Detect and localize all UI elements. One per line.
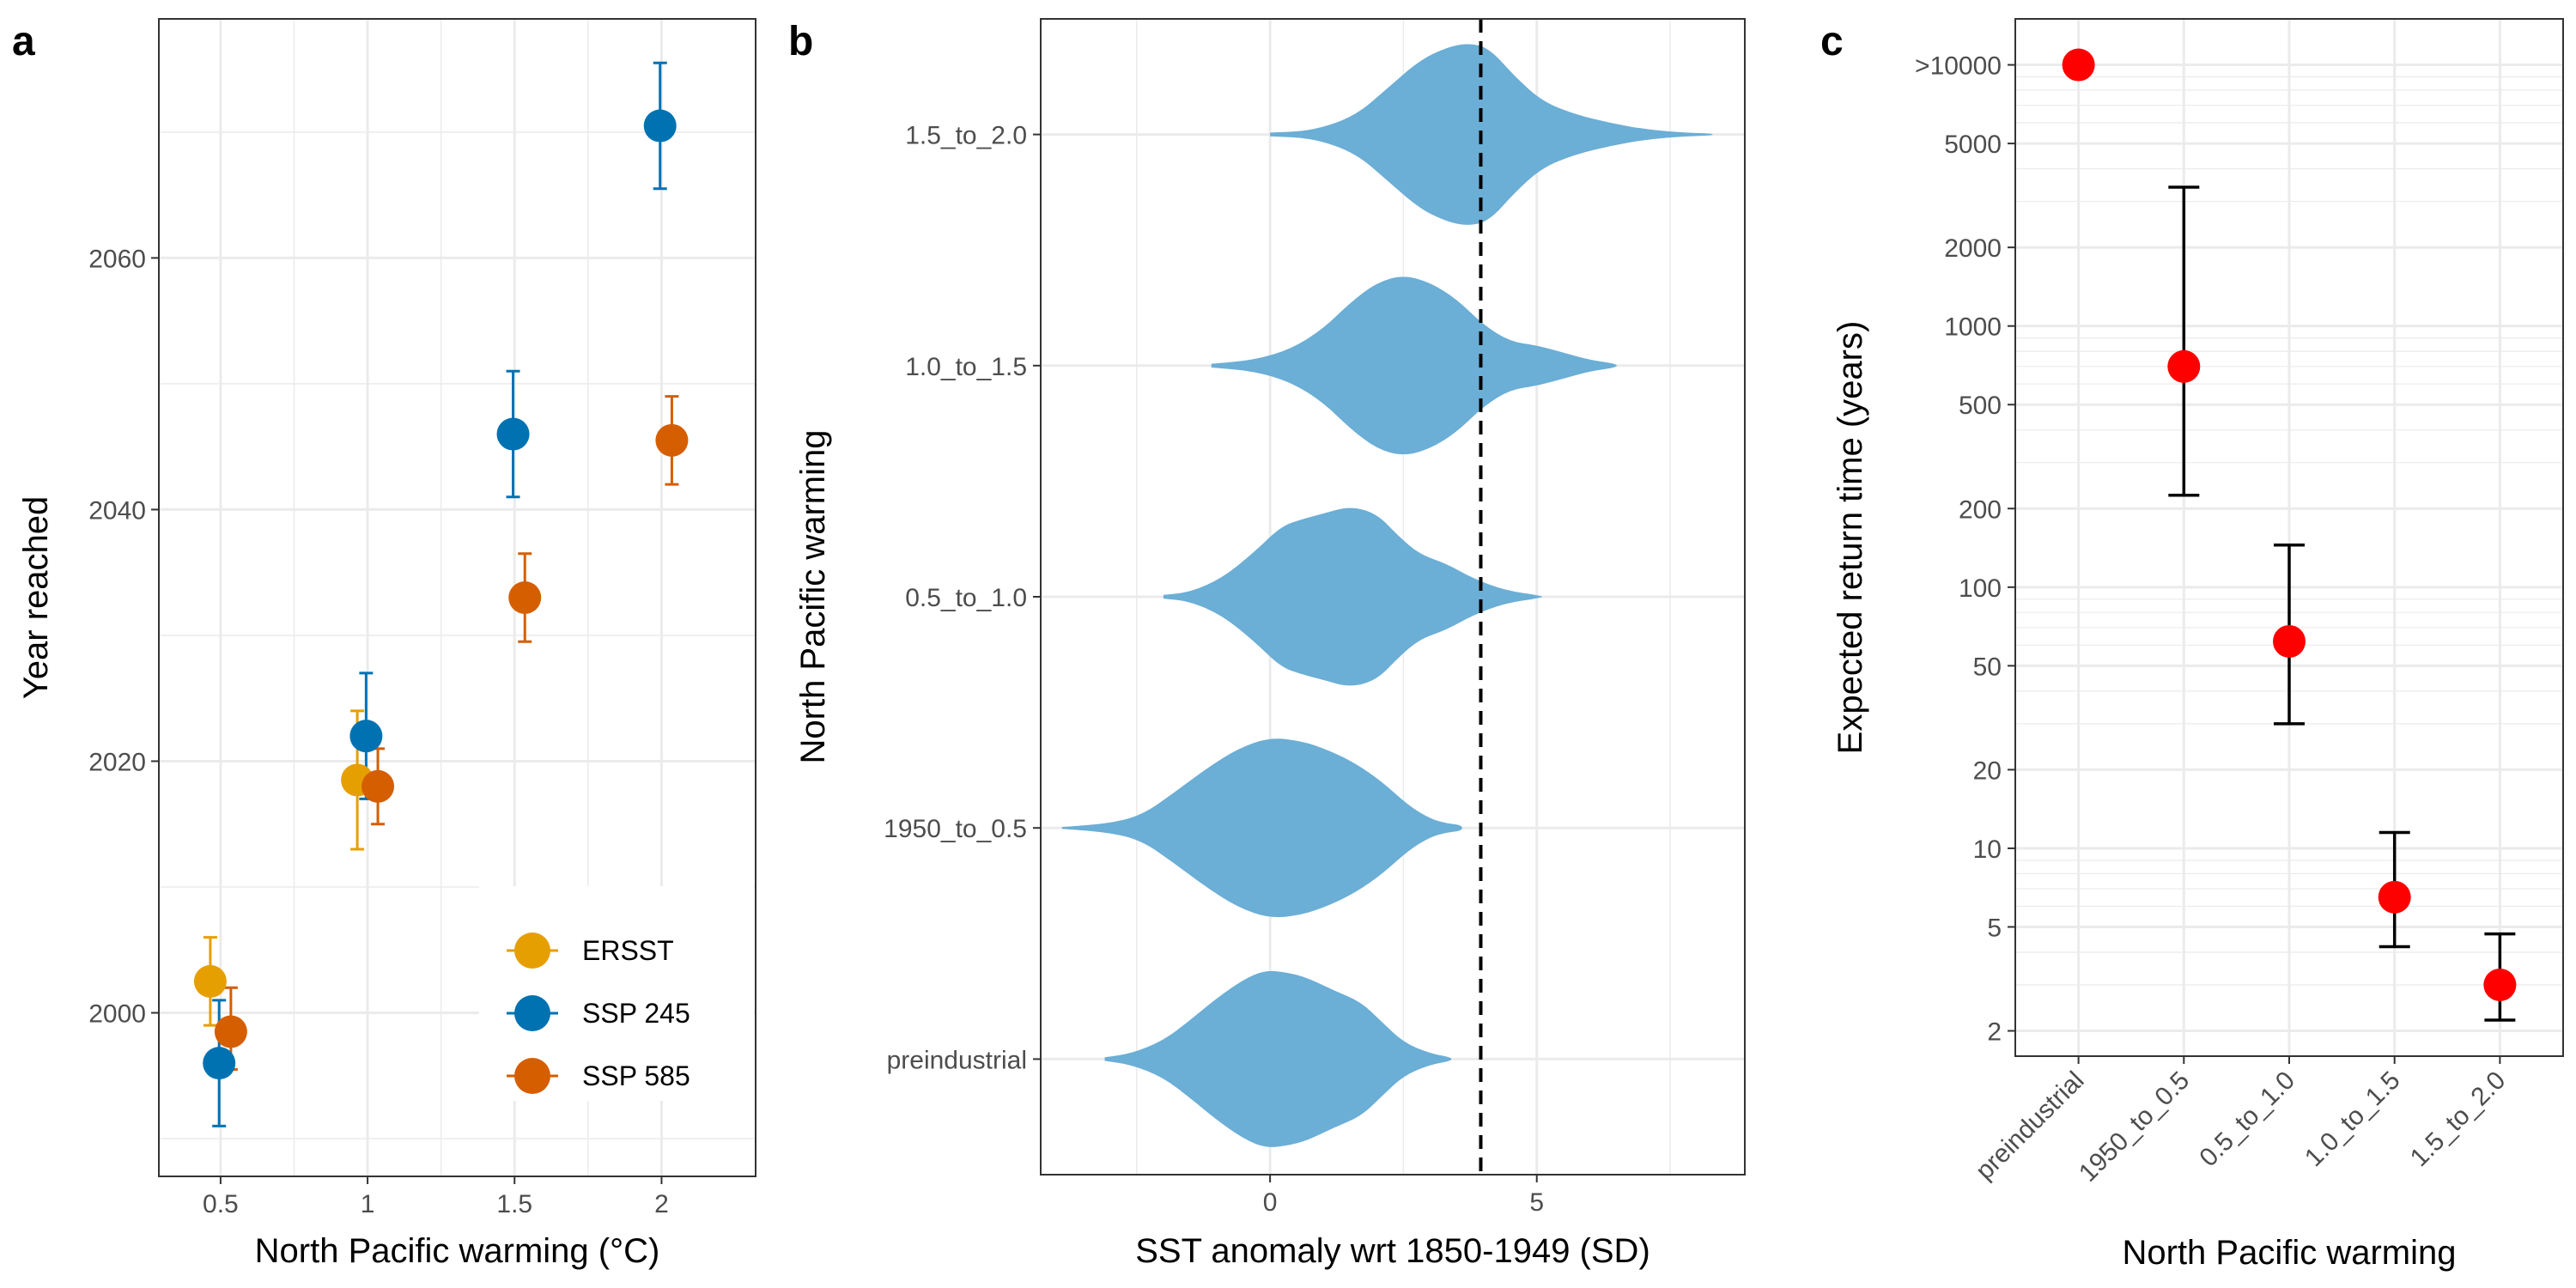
- panel-a-y-axis-title: Year reached: [17, 496, 55, 699]
- y-tick-label: 2040: [88, 496, 146, 525]
- y-tick-label: 5000: [1944, 131, 2002, 159]
- y-tick-label: 2000: [88, 1000, 146, 1029]
- y-tick-label: 1950_to_0.5: [884, 815, 1027, 843]
- panel-label-a: a: [12, 19, 35, 64]
- panel-b-y-ticks: preindustrial 1950_to_0.5 0.5_to_1.0 1.0_to…: [884, 122, 1041, 1074]
- point-ersst: [193, 964, 227, 998]
- legend-label-ersst: ERSST: [582, 935, 674, 966]
- y-tick-label: 1000: [1944, 313, 2002, 342]
- y-tick-label: 2000: [1944, 234, 2002, 263]
- x-tick-label: 1950_to_0.5: [2074, 1066, 2195, 1188]
- violin-1950-to-0-5: [1061, 738, 1462, 918]
- panel-c-y-ticks: 2 5 10 20 50 100 200 500 1000 2000 5000 >10000: [1915, 52, 2015, 1047]
- point-preindustrial: [2062, 48, 2095, 82]
- panel-c-points: [2062, 48, 2517, 1001]
- y-tick-label: 0.5_to_1.0: [905, 584, 1027, 612]
- point-ssp-585: [214, 1015, 247, 1048]
- panel-c-grid: [2015, 19, 2563, 1056]
- x-tick-label: 1.5_to_2.0: [2405, 1066, 2512, 1173]
- y-tick-label: 20: [1973, 756, 2002, 785]
- y-tick-label: 200: [1959, 495, 2002, 524]
- panel-label-b: b: [788, 19, 813, 64]
- violin-0-5-to-1-0: [1163, 507, 1542, 686]
- legend-item-ersst: ERSST: [507, 933, 674, 969]
- panel-a-border: [158, 18, 756, 1177]
- panel-b-violins: [1061, 44, 1713, 1147]
- panel-label-c: c: [1820, 19, 1844, 64]
- x-tick-label: 5: [1529, 1188, 1544, 1217]
- legend-item-ssp245: SSP 245: [507, 995, 690, 1031]
- point-1-5-to-2-0: [2483, 968, 2517, 1001]
- panel-b-y-axis-title: North Pacific warming: [794, 429, 832, 763]
- legend-item-ssp585: SSP 585: [507, 1058, 690, 1094]
- y-tick-label: 5: [1987, 914, 2002, 943]
- x-tick-label: 1.0_to_1.5: [2300, 1066, 2406, 1173]
- panel-a-grid: [159, 19, 756, 1176]
- violin-1-5-to-2-0: [1270, 44, 1713, 225]
- y-tick-label: 100: [1959, 574, 2002, 603]
- y-tick-label: 2: [1987, 1018, 2002, 1047]
- y-tick-label: >10000: [1915, 52, 2002, 81]
- legend-swatch-ssp585: [514, 1058, 550, 1094]
- panel-b-x-axis-title: SST anomaly wrt 1850-1949 (SD): [1135, 1232, 1650, 1270]
- panel-c-x-axis-title: North Pacific warming: [2122, 1234, 2456, 1272]
- point-1-0-to-1-5: [2378, 880, 2411, 914]
- legend-swatch-ssp245: [514, 995, 550, 1031]
- panel-c-y-axis-title: Expected return time (years): [1832, 321, 1869, 755]
- point-ssp-585: [655, 423, 689, 457]
- point-0-5-to-1-0: [2273, 624, 2306, 658]
- y-tick-label: 50: [1973, 653, 2002, 681]
- x-tick-label: 0.5_to_1.0: [2194, 1066, 2300, 1173]
- point-ssp-245: [643, 109, 677, 143]
- y-tick-label: 10: [1973, 835, 2002, 864]
- y-tick-label: 500: [1959, 392, 2002, 420]
- legend-swatch-ersst: [514, 933, 550, 969]
- panel-a: 0.5 1 1.5 2 2000 2020 2040 2060 North Pacific …: [17, 18, 756, 1270]
- y-tick-label: 2020: [88, 748, 146, 776]
- x-tick-label: 2: [654, 1190, 669, 1218]
- point-1950-to-0-5: [2167, 349, 2201, 383]
- x-tick-label: 1: [361, 1190, 375, 1218]
- point-ssp-245: [203, 1047, 236, 1080]
- legend: ERSST SSP 245 SSP 585: [479, 886, 754, 1101]
- x-tick-label: preindustrial: [1971, 1066, 2090, 1186]
- panel-a-x-axis-title: North Pacific warming (°C): [255, 1232, 660, 1270]
- legend-label-ssp245: SSP 245: [582, 998, 690, 1029]
- error-bar-1950-to-0-5: [2168, 185, 2200, 497]
- y-tick-label: 1.5_to_2.0: [905, 122, 1027, 150]
- panel-a-x-ticks: 0.5 1 1.5 2: [203, 1176, 669, 1218]
- violin-preindustrial: [1104, 970, 1452, 1147]
- y-tick-label: 2060: [88, 245, 146, 273]
- x-tick-label: 0.5: [203, 1190, 239, 1218]
- y-tick-label: preindustrial: [887, 1046, 1027, 1074]
- panel-a-y-ticks: 2000 2020 2040 2060: [88, 245, 159, 1029]
- point-ssp-245: [349, 720, 383, 753]
- panel-a-points: [193, 109, 689, 1080]
- x-tick-label: 0: [1263, 1188, 1278, 1217]
- violin-1-0-to-1-5: [1211, 276, 1617, 455]
- x-tick-label: 1.5: [496, 1190, 532, 1218]
- point-ssp-585: [361, 769, 395, 803]
- y-tick-label: 1.0_to_1.5: [905, 353, 1027, 381]
- point-ssp-585: [508, 581, 542, 614]
- legend-label-ssp585: SSP 585: [582, 1060, 690, 1091]
- point-ssp-245: [496, 417, 530, 451]
